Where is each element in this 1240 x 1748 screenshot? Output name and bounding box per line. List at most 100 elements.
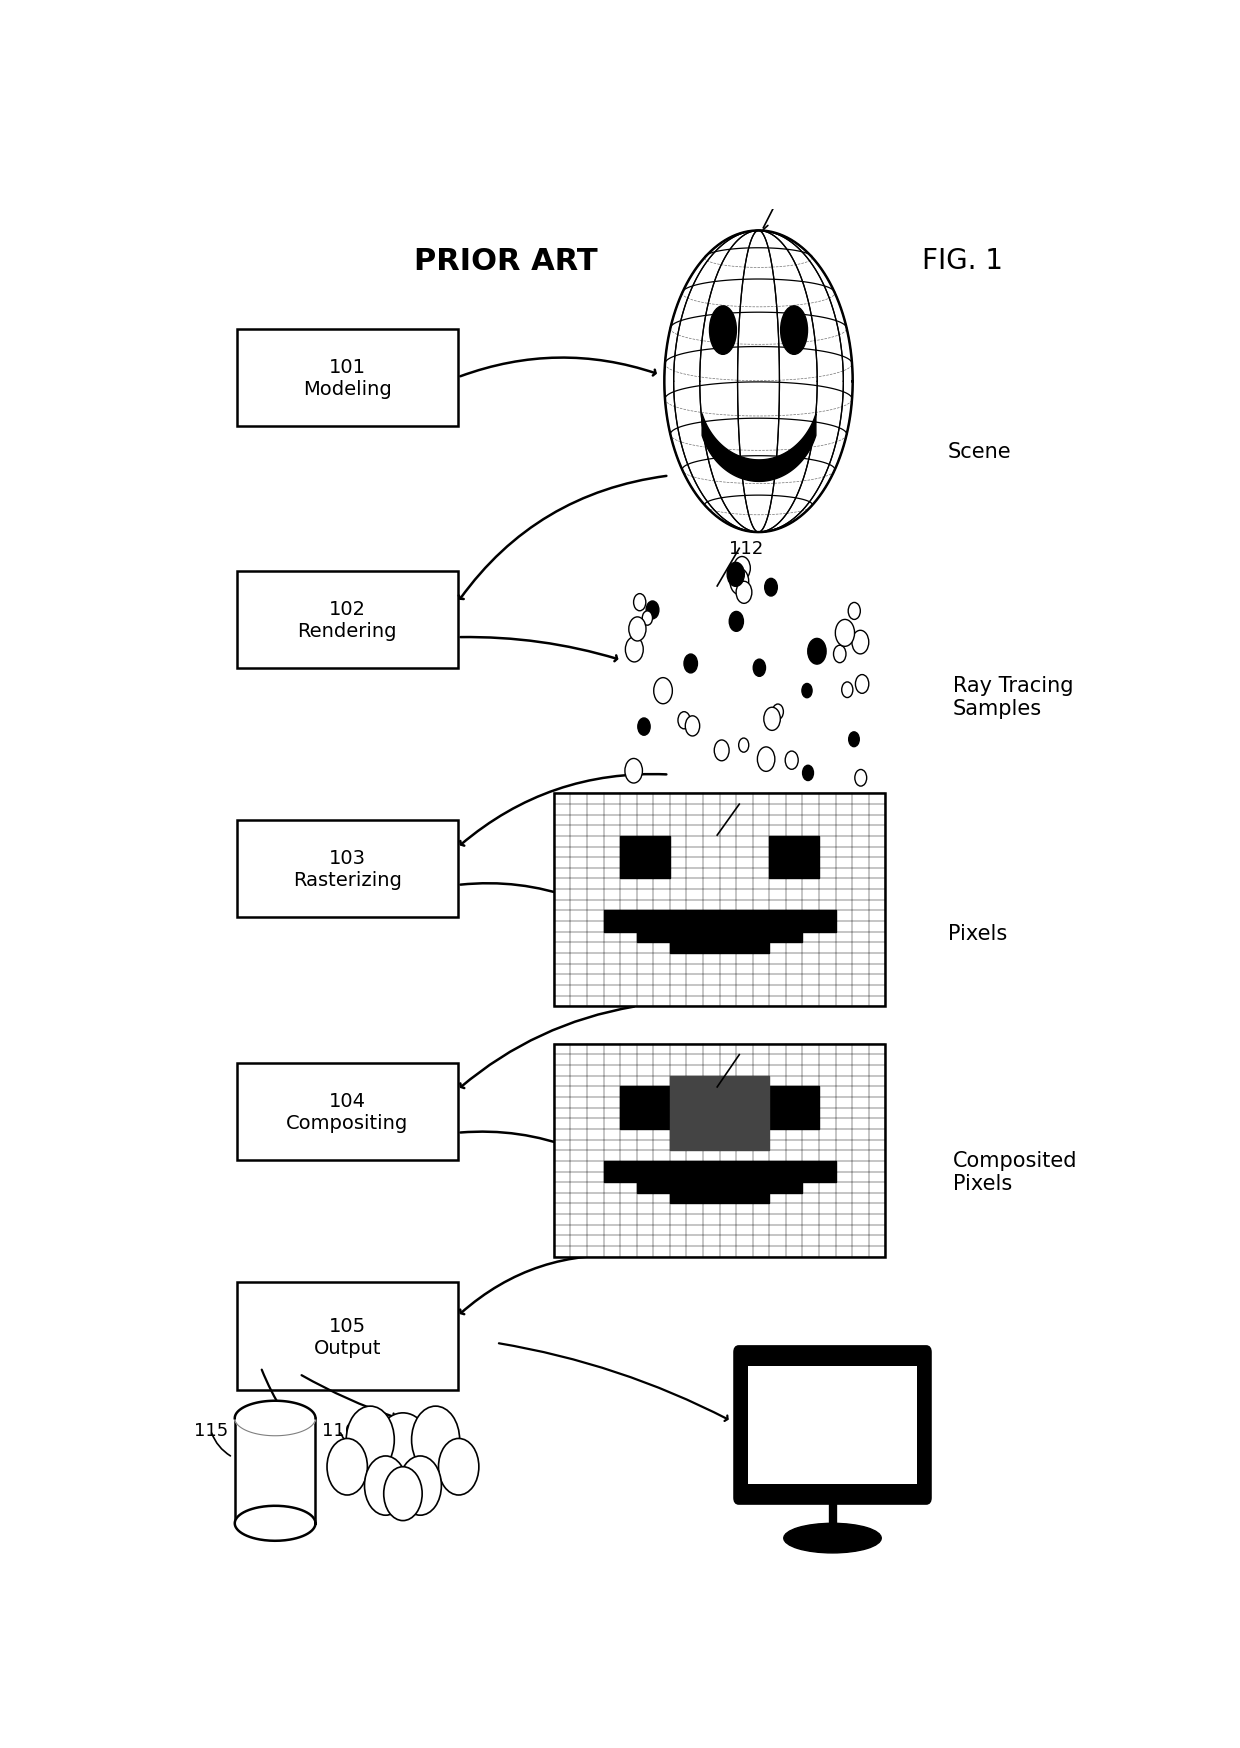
Bar xyxy=(653,921,670,932)
Bar xyxy=(769,921,786,932)
Bar xyxy=(769,1119,786,1129)
Bar xyxy=(687,1087,703,1098)
Bar xyxy=(670,1171,687,1182)
Bar xyxy=(786,1161,802,1171)
Circle shape xyxy=(848,732,859,746)
Bar xyxy=(670,1098,687,1108)
Bar xyxy=(753,1194,769,1204)
Bar xyxy=(786,921,802,932)
Circle shape xyxy=(629,617,646,642)
Bar xyxy=(769,1161,786,1171)
Ellipse shape xyxy=(784,1524,882,1552)
Bar xyxy=(802,1108,820,1119)
Circle shape xyxy=(412,1407,460,1474)
Bar xyxy=(719,1129,737,1140)
Circle shape xyxy=(399,1456,441,1516)
Circle shape xyxy=(625,638,644,662)
Bar xyxy=(653,1108,670,1119)
Bar xyxy=(719,1119,737,1129)
Bar xyxy=(670,1077,687,1087)
Bar xyxy=(653,1161,670,1171)
Bar xyxy=(769,1108,786,1119)
Bar xyxy=(653,848,670,858)
Bar xyxy=(687,1108,703,1119)
Circle shape xyxy=(802,766,813,781)
Bar xyxy=(719,911,737,921)
Bar xyxy=(737,1119,753,1129)
Bar xyxy=(737,911,753,921)
Bar xyxy=(786,932,802,942)
Circle shape xyxy=(764,708,780,731)
Circle shape xyxy=(642,612,652,626)
Bar xyxy=(670,1119,687,1129)
Bar xyxy=(653,1171,670,1182)
Circle shape xyxy=(653,678,672,704)
Bar xyxy=(703,1171,719,1182)
Bar xyxy=(653,911,670,921)
Bar xyxy=(753,1077,769,1087)
Bar xyxy=(687,1119,703,1129)
Bar xyxy=(786,911,802,921)
Circle shape xyxy=(737,582,751,605)
Bar xyxy=(802,921,820,932)
Bar xyxy=(703,942,719,953)
Bar xyxy=(687,942,703,953)
Bar xyxy=(687,1171,703,1182)
Bar xyxy=(737,1140,753,1150)
Bar xyxy=(670,1087,687,1098)
Circle shape xyxy=(854,771,867,787)
Bar xyxy=(703,1119,719,1129)
Text: Pixels: Pixels xyxy=(947,925,1007,944)
Bar xyxy=(769,837,786,848)
Bar xyxy=(670,1182,687,1194)
Bar xyxy=(703,932,719,942)
Bar xyxy=(753,1140,769,1150)
Circle shape xyxy=(686,717,699,736)
Bar xyxy=(802,837,820,848)
Bar xyxy=(719,1161,737,1171)
Bar xyxy=(653,837,670,848)
Circle shape xyxy=(365,1456,407,1516)
Bar xyxy=(636,869,653,879)
Bar xyxy=(670,1140,687,1150)
Circle shape xyxy=(852,631,869,654)
Bar xyxy=(636,1171,653,1182)
Text: 115: 115 xyxy=(193,1421,228,1440)
Circle shape xyxy=(856,675,869,694)
Bar xyxy=(636,848,653,858)
Bar xyxy=(802,1161,820,1171)
Circle shape xyxy=(734,558,750,580)
Bar xyxy=(786,1108,802,1119)
Ellipse shape xyxy=(781,306,807,355)
Bar xyxy=(737,1098,753,1108)
Bar xyxy=(620,911,636,921)
Circle shape xyxy=(625,759,642,783)
Bar xyxy=(719,1182,737,1194)
Bar xyxy=(620,848,636,858)
Text: FIG. 1: FIG. 1 xyxy=(921,246,1003,274)
Bar xyxy=(687,921,703,932)
Bar xyxy=(753,1087,769,1098)
Bar xyxy=(620,869,636,879)
Bar xyxy=(653,1087,670,1098)
Circle shape xyxy=(730,568,749,594)
Circle shape xyxy=(836,621,854,647)
Bar xyxy=(753,1108,769,1119)
Text: Scene: Scene xyxy=(947,442,1012,461)
Polygon shape xyxy=(234,1400,315,1435)
Bar xyxy=(753,921,769,932)
Polygon shape xyxy=(234,1507,315,1542)
Ellipse shape xyxy=(709,306,737,355)
Text: 104
Compositing: 104 Compositing xyxy=(286,1091,408,1133)
Bar xyxy=(769,1087,786,1098)
Bar xyxy=(769,1098,786,1108)
Circle shape xyxy=(785,752,799,769)
Text: 102
Rendering: 102 Rendering xyxy=(298,600,397,642)
Bar xyxy=(719,1108,737,1119)
Bar xyxy=(636,1182,653,1194)
Bar xyxy=(786,1171,802,1182)
Circle shape xyxy=(634,594,646,612)
Bar xyxy=(769,911,786,921)
Bar xyxy=(769,932,786,942)
Bar xyxy=(687,1129,703,1140)
